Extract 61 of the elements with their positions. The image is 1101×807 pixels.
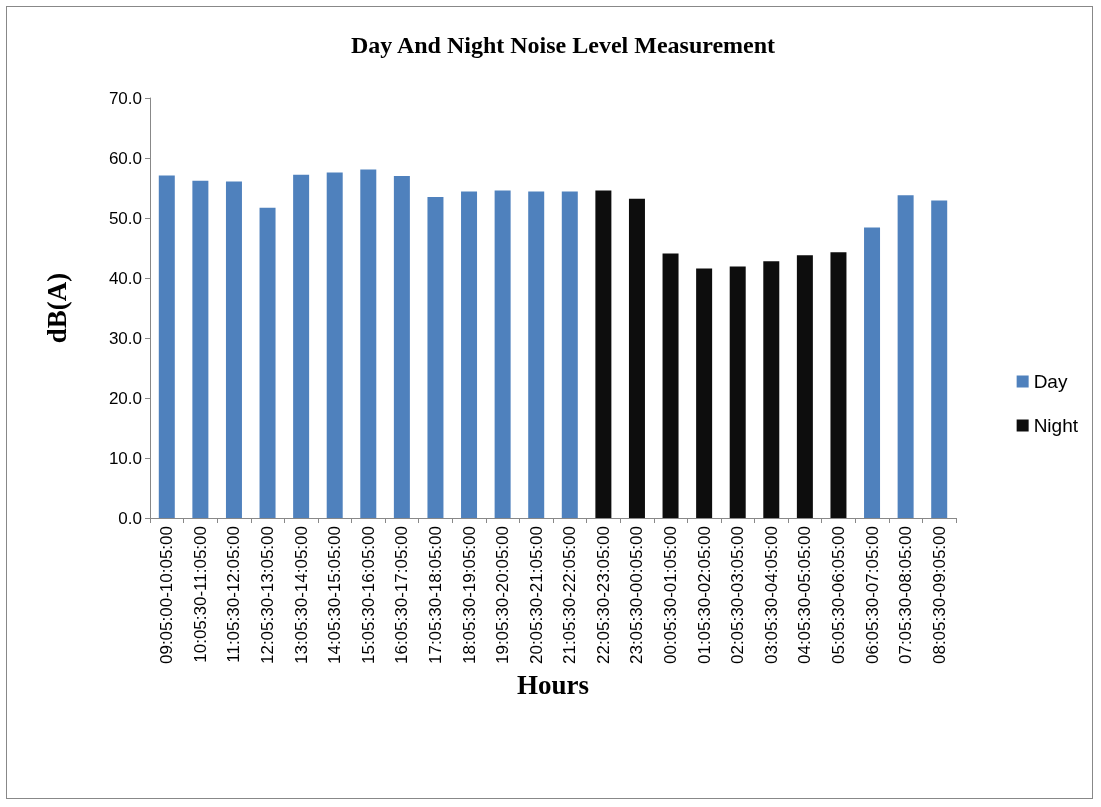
x-tick-label: 13:05:30-14:05:00: [291, 526, 311, 665]
x-tick-label: 00:05:30-01:05:00: [661, 526, 681, 665]
x-tick-label: 15:05:30-16:05:00: [358, 526, 378, 665]
y-tick-label: 30.0: [108, 328, 142, 348]
x-tick-label: 12:05:30-13:05:00: [258, 526, 278, 665]
bar: [628, 198, 645, 518]
y-axis-title: dB(A): [41, 272, 72, 344]
chart-title: Day And Night Noise Level Measurement: [350, 32, 776, 58]
y-tick-label: 0.0: [118, 508, 142, 528]
bar: [293, 174, 310, 518]
x-tick-label: 17:05:30-18:05:00: [425, 526, 445, 665]
x-tick-label: 21:05:30-22:05:00: [560, 526, 580, 665]
x-tick-label: 06:05:30-07:05:00: [862, 526, 882, 665]
x-tick-label: 10:05:30-11:05:00: [190, 526, 210, 663]
bar: [461, 191, 478, 518]
bar: [830, 252, 847, 518]
legend-label: Day: [1033, 371, 1068, 392]
x-tick-label: 16:05:30-17:05:00: [392, 526, 412, 665]
bar: [158, 175, 175, 518]
bar: [225, 181, 242, 518]
x-tick-label: 18:05:30-19:05:00: [459, 526, 479, 665]
x-tick-label: 02:05:30-03:05:00: [728, 526, 748, 665]
x-tick-label: 01:05:30-02:05:00: [694, 526, 714, 665]
bar: [360, 169, 377, 518]
x-tick-label: 04:05:30-05:05:00: [795, 526, 815, 665]
x-tick-label: 22:05:30-23:05:00: [593, 526, 613, 665]
bar: [393, 176, 410, 518]
bar: [259, 207, 276, 518]
y-tick-label: 70.0: [108, 88, 142, 108]
bar: [192, 180, 209, 518]
y-tick-label: 50.0: [108, 208, 142, 228]
bar: [931, 200, 948, 518]
bar: [427, 197, 444, 518]
y-tick-label: 40.0: [108, 268, 142, 288]
x-tick-label: 20:05:30-21:05:00: [526, 526, 546, 665]
bar: [696, 268, 713, 518]
bar: [729, 266, 746, 518]
bar: [528, 191, 545, 518]
x-tick-label: 07:05:30-08:05:00: [896, 526, 916, 665]
bar: [326, 172, 343, 518]
y-tick-label: 20.0: [108, 388, 142, 408]
legend-label: Night: [1033, 415, 1079, 436]
bar: [561, 191, 578, 518]
x-tick-label: 19:05:30-20:05:00: [493, 526, 513, 665]
x-tick-label: 08:05:30-09:05:00: [929, 526, 949, 665]
x-tick-label: 05:05:30-06:05:00: [828, 526, 848, 665]
y-tick-label: 60.0: [108, 148, 142, 168]
bar: [864, 227, 881, 518]
x-tick-label: 23:05:30-00:05:00: [627, 526, 647, 665]
bar: [662, 253, 679, 518]
bar: [494, 190, 511, 518]
x-tick-label: 11:05:30-12:05:00: [224, 526, 244, 663]
x-tick-label: 09:05:00-10:05:00: [157, 526, 177, 665]
bar: [897, 195, 914, 518]
bar: [595, 190, 612, 518]
x-tick-label: 14:05:30-15:05:00: [325, 526, 345, 665]
y-tick-label: 10.0: [108, 448, 142, 468]
x-tick-label: 03:05:30-04:05:00: [761, 526, 781, 665]
x-axis-title: Hours: [516, 670, 590, 701]
bar: [796, 255, 813, 518]
bar: [763, 261, 780, 518]
